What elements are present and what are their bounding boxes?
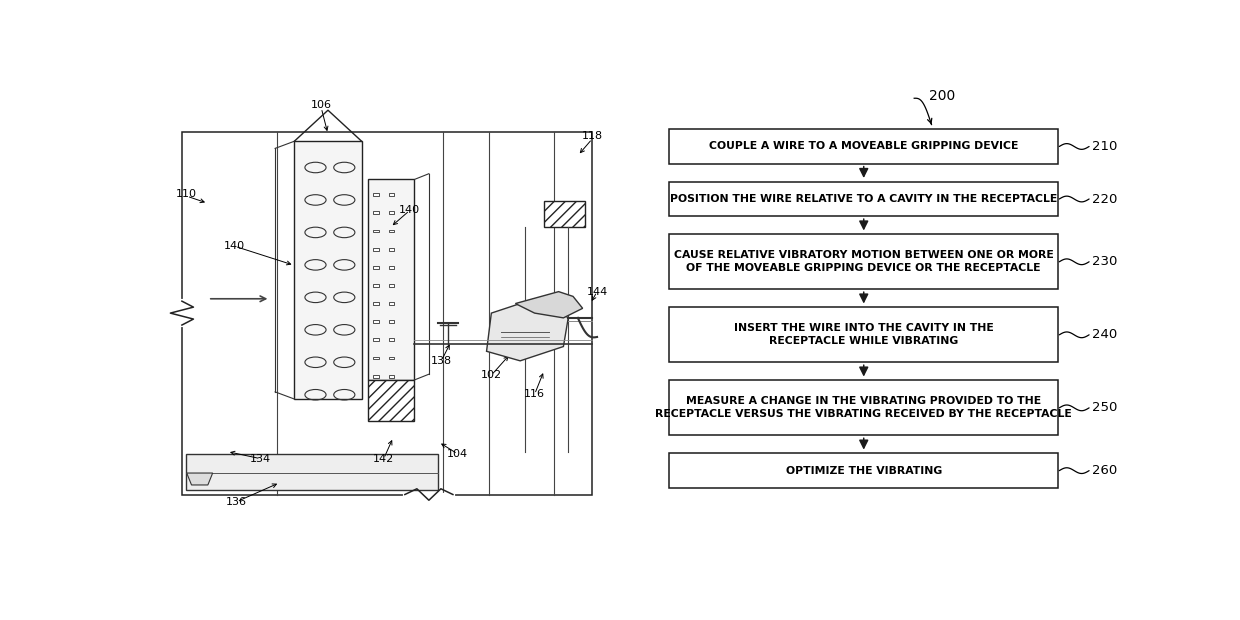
Bar (670, 130, 1058, 164)
Bar (388, 248, 394, 250)
Bar (373, 211, 379, 215)
Bar (670, 182, 1058, 216)
Text: 140: 140 (224, 241, 246, 251)
Bar (670, 453, 1058, 488)
Bar (670, 234, 1058, 289)
Bar (373, 248, 379, 250)
Bar (182, 131, 593, 495)
Text: 210: 210 (1092, 140, 1117, 153)
Bar (294, 141, 362, 399)
Bar (368, 380, 414, 420)
Bar (186, 454, 439, 490)
Polygon shape (516, 291, 583, 318)
Text: CAUSE RELATIVE VIBRATORY MOTION BETWEEN ONE OR MORE
OF THE MOVEABLE GRIPPING DEV: CAUSE RELATIVE VIBRATORY MOTION BETWEEN … (673, 250, 1054, 273)
Bar (373, 229, 379, 232)
Text: POSITION THE WIRE RELATIVE TO A CAVITY IN THE RECEPTACLE: POSITION THE WIRE RELATIVE TO A CAVITY I… (670, 194, 1058, 204)
Polygon shape (187, 473, 213, 485)
Text: 102: 102 (481, 370, 502, 380)
Text: 250: 250 (1092, 401, 1117, 414)
Text: 260: 260 (1092, 464, 1117, 477)
Bar (388, 339, 394, 341)
Text: 104: 104 (448, 449, 469, 459)
Text: 138: 138 (430, 356, 451, 366)
Polygon shape (486, 299, 568, 361)
Text: 118: 118 (582, 131, 603, 141)
Bar (373, 266, 379, 268)
Text: 110: 110 (176, 188, 197, 199)
Bar (373, 339, 379, 341)
Bar (388, 229, 394, 232)
Bar (373, 356, 379, 360)
Text: 140: 140 (399, 205, 420, 216)
Text: 144: 144 (587, 286, 608, 296)
Text: 200: 200 (929, 89, 955, 103)
Text: 106: 106 (311, 100, 332, 110)
Bar (388, 211, 394, 215)
Bar (670, 308, 1058, 362)
Text: 240: 240 (1092, 329, 1117, 342)
Text: 116: 116 (525, 389, 546, 399)
Bar (373, 321, 379, 323)
Bar (373, 302, 379, 305)
Text: OPTIMIZE THE VIBRATING: OPTIMIZE THE VIBRATING (786, 466, 942, 476)
Bar (388, 302, 394, 305)
Bar (373, 374, 379, 378)
Bar (388, 356, 394, 360)
Bar (544, 201, 584, 227)
Bar (388, 374, 394, 378)
Text: 220: 220 (1092, 192, 1117, 205)
Text: 230: 230 (1092, 255, 1117, 268)
Bar (388, 266, 394, 268)
Text: INSERT THE WIRE INTO THE CAVITY IN THE
RECEPTACLE WHILE VIBRATING: INSERT THE WIRE INTO THE CAVITY IN THE R… (734, 323, 993, 347)
Bar (670, 381, 1058, 435)
Text: 142: 142 (373, 454, 394, 464)
Text: COUPLE A WIRE TO A MOVEABLE GRIPPING DEVICE: COUPLE A WIRE TO A MOVEABLE GRIPPING DEV… (709, 141, 1018, 151)
Bar (388, 284, 394, 287)
Text: 136: 136 (226, 497, 247, 507)
Bar (368, 179, 414, 380)
Text: 134: 134 (250, 454, 272, 464)
Bar (388, 321, 394, 323)
Bar (373, 284, 379, 287)
Text: MEASURE A CHANGE IN THE VIBRATING PROVIDED TO THE
RECEPTACLE VERSUS THE VIBRATIN: MEASURE A CHANGE IN THE VIBRATING PROVID… (656, 396, 1073, 420)
Bar (388, 193, 394, 196)
Bar (373, 193, 379, 196)
